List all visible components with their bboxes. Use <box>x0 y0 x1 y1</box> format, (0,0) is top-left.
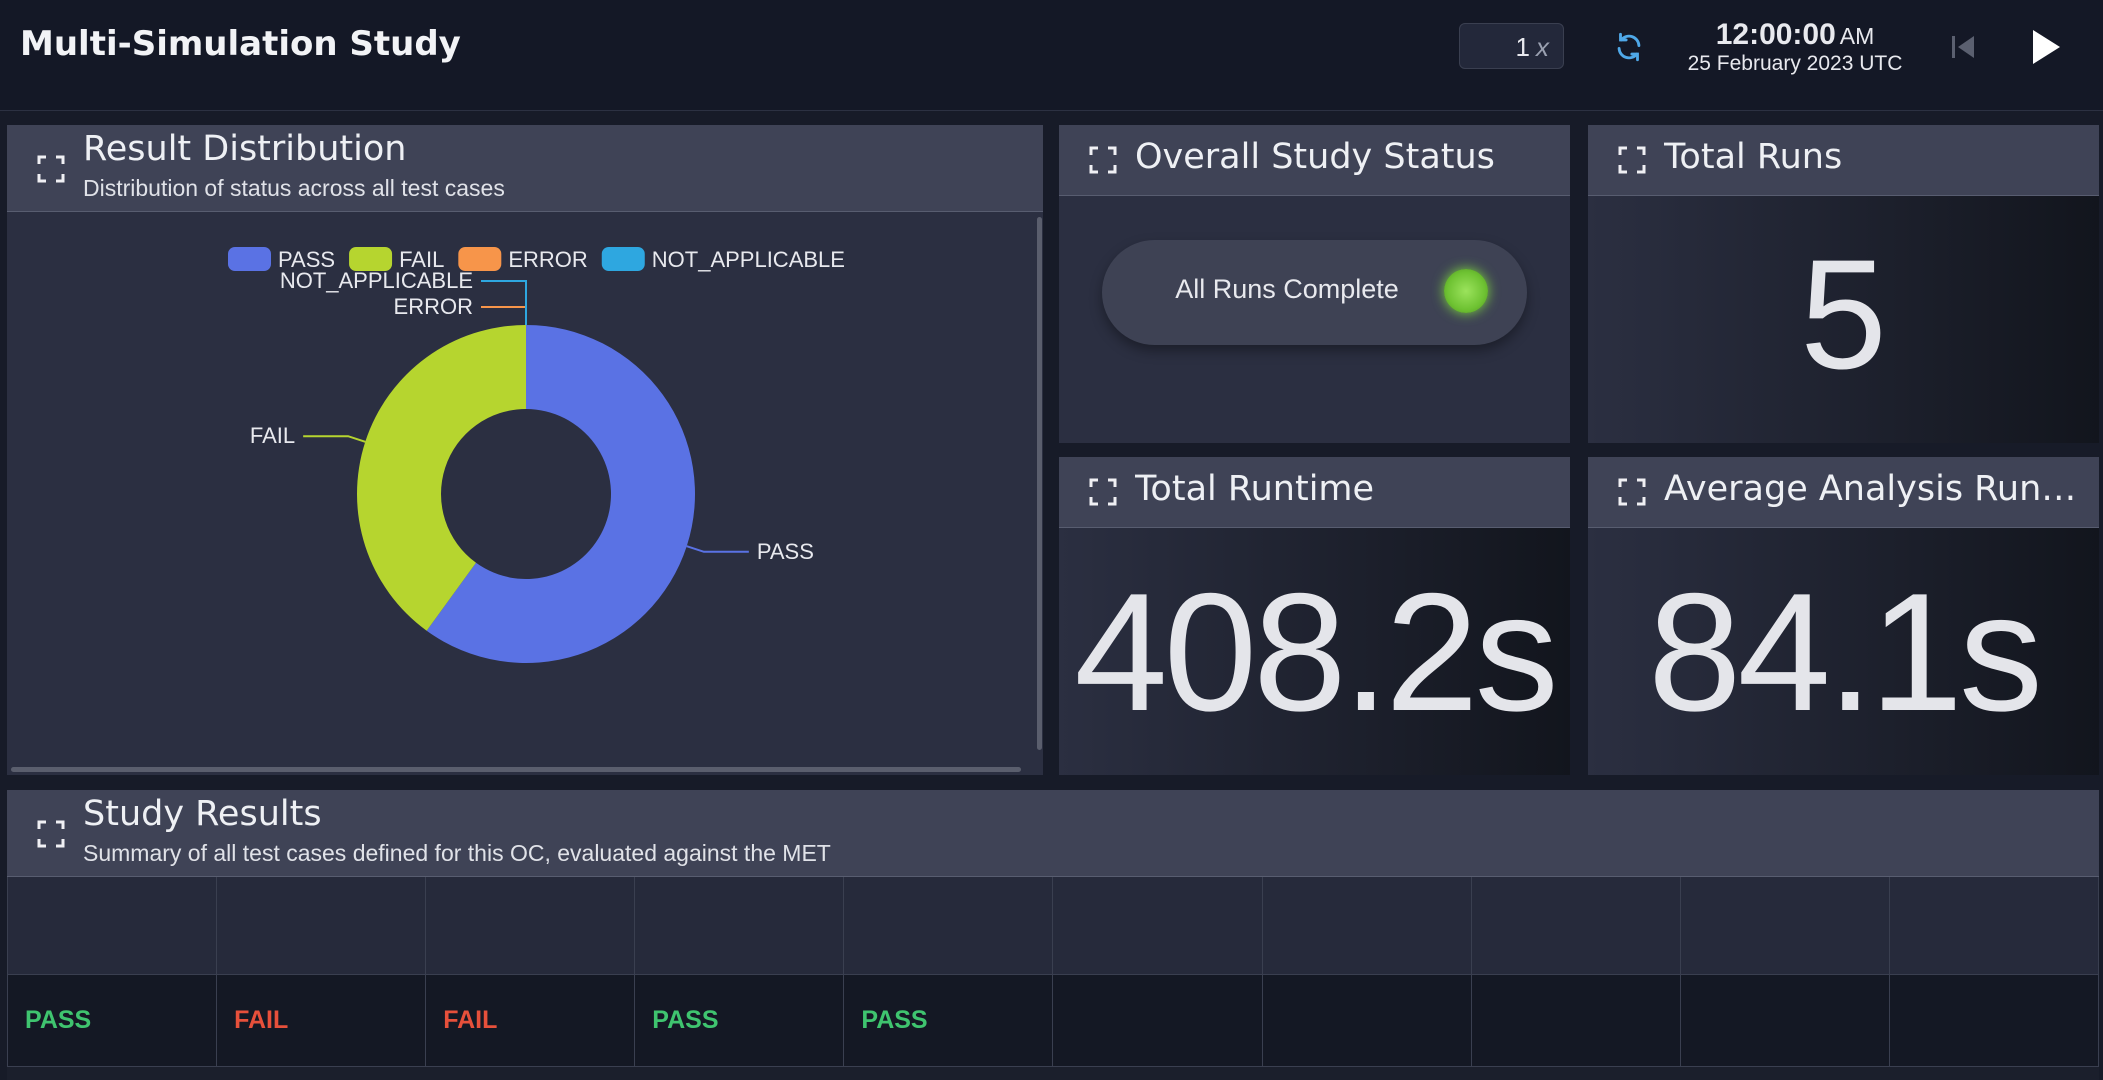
clock: 12:00:00 AM 25 February 2023 UTC <box>1686 18 1904 76</box>
refresh-button[interactable] <box>1612 30 1646 64</box>
skip-back-button[interactable] <box>1950 33 1976 61</box>
total-runtime-panel: Total Runtime 408.2s <box>1059 457 1570 775</box>
total-runs-panel: Total Runs 5 <box>1588 125 2099 443</box>
result-cell: FAIL <box>425 973 636 1067</box>
expand-icon[interactable] <box>1618 146 1646 174</box>
results-table: PASS FAIL FAIL PASS PASS <box>7 877 2099 1067</box>
panel-title: Study Results <box>83 794 322 834</box>
table-row: PASS FAIL FAIL PASS PASS <box>7 973 2099 1067</box>
panel-subtitle: Summary of all test cases defined for th… <box>83 840 831 866</box>
app-title: Multi-Simulation Study <box>20 24 461 64</box>
meridiem: AM <box>1839 23 1875 49</box>
legend-label: FAIL <box>399 247 444 272</box>
result-cell: PASS <box>634 973 845 1067</box>
horizontal-scrollbar[interactable] <box>11 767 1021 772</box>
panel-header: Average Analysis Runtime <box>1588 457 2099 528</box>
expand-glyph <box>1618 478 1646 506</box>
expand-glyph <box>1089 478 1117 506</box>
donut-chart: PASS FAIL ERROR NOT_APPLICABLEPASSFAILERROR… <box>228 247 845 663</box>
expand-icon[interactable] <box>1089 146 1117 174</box>
label-leader <box>481 280 527 325</box>
legend-swatch <box>349 247 393 271</box>
result-cell <box>1888 973 2099 1067</box>
legend-swatch <box>601 247 645 271</box>
legend-label: PASS <box>278 247 335 272</box>
header-cell <box>1470 877 1681 975</box>
header-cell <box>1052 877 1263 975</box>
result-cell: PASS <box>843 973 1054 1067</box>
expand-glyph <box>37 820 65 848</box>
result-cell <box>1470 973 1681 1067</box>
slice-label: PASS <box>757 539 814 564</box>
expand-icon[interactable] <box>37 820 65 848</box>
header-cell <box>216 877 427 975</box>
panel-header: Overall Study Status <box>1059 125 1570 196</box>
result-cell <box>1052 973 1263 1067</box>
expand-glyph <box>37 155 65 183</box>
panel-header: Result Distribution Distribution of stat… <box>7 125 1043 212</box>
study-results-panel: Study Results Summary of all test cases … <box>7 790 2099 1080</box>
label-leader <box>303 435 366 443</box>
slice-label: FAIL <box>250 423 295 448</box>
legend-label: ERROR <box>508 247 587 272</box>
legend-label: NOT_APPLICABLE <box>652 247 845 272</box>
panel-title: Total Runs <box>1664 137 1843 177</box>
header-cell <box>1888 877 2099 975</box>
status-text: All Runs Complete <box>1175 274 1399 304</box>
status-light <box>1444 269 1488 313</box>
header-cell <box>1261 877 1472 975</box>
donut-slice <box>426 325 696 663</box>
time: 12:00:00 <box>1715 18 1836 51</box>
panel-title: Result Distribution <box>83 129 407 169</box>
expand-glyph <box>1089 146 1117 174</box>
speed-unit: x <box>1536 32 1549 62</box>
result-cell <box>1679 973 1890 1067</box>
status-pill: All Runs Complete <box>1102 240 1527 345</box>
result-cell: FAIL <box>216 973 427 1067</box>
header-cell <box>7 877 218 975</box>
expand-glyph <box>1618 146 1646 174</box>
panel-header: Study Results Summary of all test cases … <box>7 790 2099 877</box>
panel-header: Total Runs <box>1588 125 2099 196</box>
speed-value: 1 <box>1515 32 1530 62</box>
result-cell: PASS <box>7 973 218 1067</box>
expand-icon[interactable] <box>1618 478 1646 506</box>
slice-label: NOT_APPLICABLE <box>280 268 473 293</box>
metric-value: 408.2s <box>1074 558 1558 746</box>
panel-title: Total Runtime <box>1135 469 1375 509</box>
header-cell <box>1679 877 1890 975</box>
panel-subtitle: Distribution of status across all test c… <box>83 175 505 201</box>
panel-title: Average Analysis Runtime <box>1664 469 2089 509</box>
metric-value: 84.1s <box>1648 558 2043 746</box>
table-header-row <box>7 877 2099 975</box>
legend-swatch <box>228 247 271 271</box>
header-cell <box>425 877 636 975</box>
result-cell <box>1261 973 1472 1067</box>
slice-label: ERROR <box>394 294 473 319</box>
label-leader <box>686 545 749 553</box>
expand-icon[interactable] <box>1089 478 1117 506</box>
metric-value: 5 <box>1800 228 1887 402</box>
vertical-scrollbar[interactable] <box>1037 217 1042 750</box>
legend-swatch <box>458 247 502 271</box>
date: 25 February 2023 UTC <box>1687 52 1903 75</box>
expand-icon[interactable] <box>37 155 65 183</box>
panel-title: Overall Study Status <box>1135 137 1495 177</box>
panel-header: Total Runtime <box>1059 457 1570 528</box>
label-leader <box>481 306 527 325</box>
overall-status-panel: Overall Study Status All Runs Complete <box>1059 125 1570 443</box>
donut-slice <box>357 325 526 631</box>
result-distribution-panel: Result Distribution Distribution of stat… <box>7 125 1043 775</box>
header-cell <box>843 877 1054 975</box>
average-runtime-panel: Average Analysis Runtime 84.1s <box>1588 457 2099 775</box>
header-cell <box>634 877 845 975</box>
play-button[interactable] <box>2030 28 2062 66</box>
